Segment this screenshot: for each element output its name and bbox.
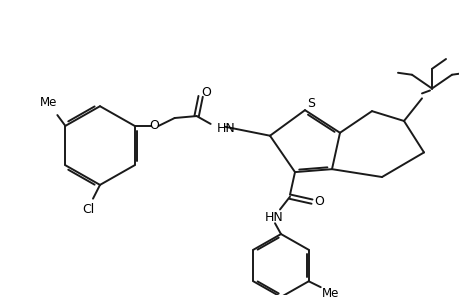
- Text: Cl: Cl: [82, 203, 94, 216]
- Text: Me: Me: [321, 286, 339, 300]
- Text: HN: HN: [264, 211, 283, 224]
- Text: O: O: [313, 195, 323, 208]
- Text: Me: Me: [39, 96, 57, 109]
- Text: S: S: [306, 97, 314, 110]
- Text: O: O: [149, 119, 159, 132]
- Text: HN: HN: [216, 122, 235, 135]
- Text: O: O: [201, 86, 211, 99]
